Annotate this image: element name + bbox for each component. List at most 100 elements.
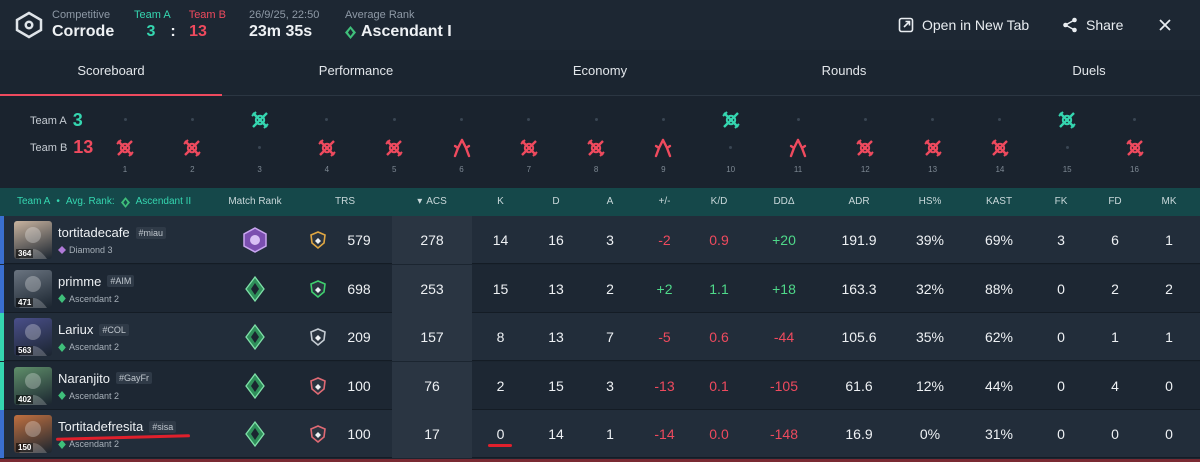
table-team-sep: • (56, 196, 60, 207)
round-elimination-icon[interactable] (586, 138, 606, 158)
col-fk[interactable]: FK (1054, 196, 1068, 207)
close-button[interactable] (1158, 14, 1172, 36)
avg-rank-block: Average Rank Ascendant I (345, 9, 452, 42)
trs-value: 100 (347, 377, 371, 394)
account-level: 364 (16, 249, 34, 258)
trs-tier-icon (310, 425, 326, 444)
round-elimination-icon[interactable] (990, 138, 1010, 158)
round-elimination-icon[interactable] (384, 138, 404, 158)
tab-scoreboard[interactable]: Scoreboard (0, 50, 222, 96)
table-row[interactable]: 364 tortitadecafe #miau Diamond 3 579 278 14 16… (0, 216, 1200, 264)
match-datetime: 26/9/25, 22:50 (249, 9, 320, 21)
stat-a: 3 (606, 377, 614, 394)
stat-dd: -44 (773, 329, 795, 346)
round-empty-dot (661, 118, 665, 121)
col-dd-delta[interactable]: DDΔ (773, 196, 795, 207)
round-elimination-icon[interactable] (855, 138, 875, 158)
round-defuse-icon[interactable] (788, 138, 808, 158)
tab-economy[interactable]: Economy (572, 63, 628, 78)
round-number: 16 (1130, 165, 1139, 174)
player-name: tortitadecafe (58, 225, 130, 240)
col-match-rank[interactable]: Match Rank (228, 196, 282, 207)
col-mk[interactable]: MK (1161, 196, 1177, 207)
round-empty-dot (998, 118, 1002, 121)
party-indicator (0, 313, 4, 362)
round-elimination-icon[interactable] (1125, 138, 1145, 158)
player-name-block[interactable]: primme #AIM (58, 274, 135, 289)
acs-value: 157 (420, 329, 444, 346)
table-row[interactable]: 471 primme #AIM Ascendant 2 698 253 15 13 2 +2 1.1… (0, 264, 1200, 313)
stat-fd: 6 (1111, 232, 1119, 248)
player-tag: #sisa (149, 420, 177, 433)
stat-kast: 31% (984, 426, 1014, 443)
stat-pm: -13 (654, 377, 675, 394)
trs-value: 579 (347, 232, 371, 248)
col-acs[interactable]: ▾ ACS (392, 188, 472, 216)
round-empty-dot (931, 118, 935, 121)
player-rank: Ascendant 2 (58, 439, 119, 449)
col-adr[interactable]: ADR (848, 196, 870, 207)
round-defuse-icon[interactable] (653, 138, 673, 158)
round-defuse-icon[interactable] (452, 138, 472, 158)
round-elimination-icon[interactable] (317, 138, 337, 158)
stat-fk: 0 (1057, 426, 1065, 443)
player-name-block[interactable]: tortitadecafe #miau (58, 225, 167, 240)
close-icon (1159, 19, 1171, 31)
trs-tier-icon (310, 328, 326, 347)
player-name-block[interactable]: Tortitadefresita #sisa (58, 419, 177, 434)
account-level: 402 (16, 394, 34, 404)
col-trs[interactable]: TRS (335, 196, 355, 207)
acs-highlight (392, 216, 472, 264)
player-name-block[interactable]: Lariux #COL (58, 322, 129, 337)
trs-tier-icon (310, 376, 326, 395)
tab-duels[interactable]: Duels (1072, 63, 1106, 78)
share-label: Share (1086, 17, 1124, 33)
col-fd[interactable]: FD (1108, 196, 1122, 207)
stat-adr: 61.6 (845, 377, 873, 394)
round-elimination-icon[interactable] (182, 138, 202, 158)
tab-bar: Scoreboard Performance Economy Rounds Du… (0, 50, 1200, 96)
player-rank: Ascendant 2 (58, 294, 119, 304)
table-row[interactable]: 150 Tortitadefresita #sisa Ascendant 2 100 17… (0, 410, 1200, 459)
stat-d: 13 (548, 329, 564, 346)
timeline-teamA-score: 3 (72, 110, 83, 130)
round-empty-dot (190, 118, 194, 121)
col-k[interactable]: K (497, 196, 504, 207)
ascendant-rank-icon (345, 25, 356, 39)
share-button[interactable]: Share (1062, 14, 1123, 36)
header-teamA-label: Team A (134, 9, 171, 21)
col-kd[interactable]: K/D (710, 196, 728, 207)
player-tag: #miau (135, 226, 167, 239)
stat-a: 7 (606, 329, 614, 346)
stat-mk: 0 (1165, 426, 1173, 443)
round-elimination-icon[interactable] (923, 138, 943, 158)
ascendant-rank-badge-icon (245, 275, 265, 302)
round-elimination-icon[interactable] (519, 138, 539, 158)
header-teamA-score: 3 (146, 23, 156, 40)
col-plus-minus[interactable]: +/- (658, 196, 671, 207)
table-row[interactable]: 563 Lariux #COL Ascendant 2 209 157 8 13 7 -5 0.6 -… (0, 313, 1200, 362)
table-row[interactable]: 402 Naranjito #GayFr Ascendant 2 100 76 2 15 3 -1… (0, 361, 1200, 410)
stat-adr: 16.9 (845, 426, 873, 443)
round-number: 10 (726, 165, 736, 174)
round-elimination-icon[interactable] (250, 110, 270, 130)
player-name-block[interactable]: Naranjito #GayFr (58, 371, 153, 386)
col-a[interactable]: A (606, 196, 614, 207)
round-number: 4 (324, 165, 330, 174)
round-empty-dot (1133, 118, 1136, 121)
tab-rounds[interactable]: Rounds (821, 63, 867, 78)
col-kast[interactable]: KAST (985, 196, 1013, 207)
round-elimination-icon[interactable] (1057, 110, 1077, 130)
round-elimination-icon[interactable] (721, 110, 741, 130)
col-hs[interactable]: HS% (918, 196, 942, 207)
col-d[interactable]: D (552, 196, 560, 207)
acs-value: 278 (420, 232, 444, 248)
open-new-tab-button[interactable]: Open in New Tab (898, 14, 1029, 36)
round-elimination-icon[interactable] (115, 138, 135, 158)
tab-performance[interactable]: Performance (318, 63, 394, 78)
round-empty-dot (123, 118, 127, 121)
ascendant-rank-badge-icon (245, 324, 265, 351)
stat-dd: +20 (772, 232, 796, 248)
round-empty-dot (796, 118, 800, 121)
trs-tier-icon (310, 231, 326, 250)
